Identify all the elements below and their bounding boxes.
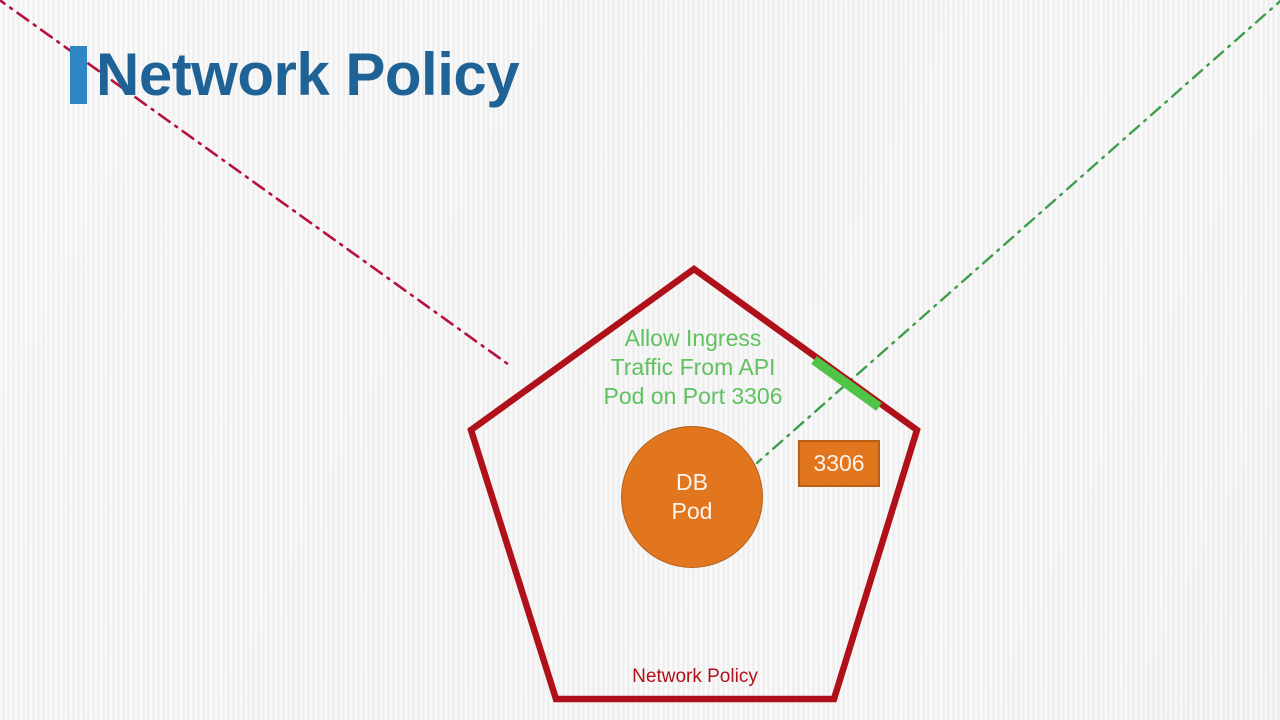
title-accent-bar — [70, 46, 87, 104]
port-badge[interactable]: 3306 — [798, 440, 880, 487]
policy-description: Allow Ingress Traffic From API Pod on Po… — [562, 324, 824, 411]
db-pod-label-line-2: Pod — [671, 498, 713, 524]
db-pod-node[interactable]: DB Pod — [621, 426, 763, 568]
policy-description-line-1: Allow Ingress — [624, 325, 762, 351]
network-policy-boundary-label: Network Policy — [632, 666, 758, 687]
allowed-ingress-gap — [811, 356, 882, 411]
db-pod-label-line-1: DB — [676, 469, 708, 495]
policy-description-line-3: Pod on Port 3306 — [603, 383, 783, 409]
title-label: Network Policy — [96, 41, 520, 108]
policy-description-line-2: Traffic From API — [610, 354, 776, 380]
port-badge-label: 3306 — [813, 450, 865, 476]
page-title: Network Policy — [70, 38, 520, 112]
